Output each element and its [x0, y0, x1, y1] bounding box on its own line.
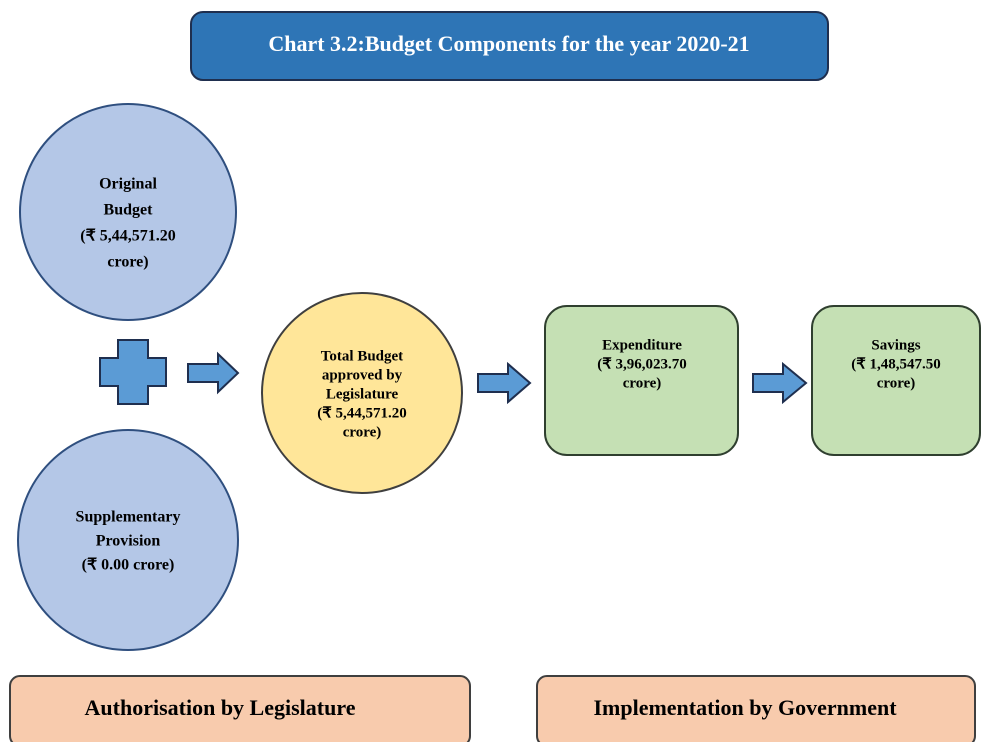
title-box — [190, 11, 829, 81]
footer-box — [9, 675, 471, 742]
node-label: (₹ 5,44,571.20 — [80, 228, 176, 245]
node-label: crore) — [343, 424, 382, 440]
node-label: Supplementary — [76, 509, 181, 526]
arrow — [752, 361, 808, 405]
footer-label: Implementation by Government — [593, 695, 897, 720]
node-label: Budget — [104, 202, 154, 219]
savings-box — [811, 305, 981, 456]
node-label: Expenditure — [602, 337, 682, 353]
title: Chart 3.2:Budget Components for the year… — [268, 31, 749, 56]
total-budget-circle — [261, 292, 463, 494]
node-label: Legislature — [326, 386, 399, 402]
original-budget-circle — [19, 103, 237, 321]
node-label: Total Budget — [321, 348, 403, 364]
node-label: crore) — [623, 375, 662, 391]
node-label: crore) — [877, 375, 916, 391]
footer-label: Authorisation by Legislature — [85, 695, 356, 720]
plus-icon — [99, 339, 167, 405]
node-label: (₹ 5,44,571.20 — [317, 405, 407, 421]
node-label: (₹ 1,48,547.50 — [851, 356, 941, 372]
arrow — [477, 361, 532, 405]
node-label: approved by — [322, 367, 403, 383]
node-label: Provision — [96, 533, 161, 550]
node-label: (₹ 3,96,023.70 — [597, 356, 687, 372]
arrow — [187, 351, 240, 395]
node-label: Savings — [871, 337, 920, 353]
node-label: (₹ 0.00 crore) — [82, 557, 175, 574]
node-label: Original — [99, 176, 157, 193]
footer-box — [536, 675, 976, 742]
supplementary-circle — [17, 429, 239, 651]
node-label: crore) — [107, 254, 148, 271]
expenditure-box — [544, 305, 739, 456]
